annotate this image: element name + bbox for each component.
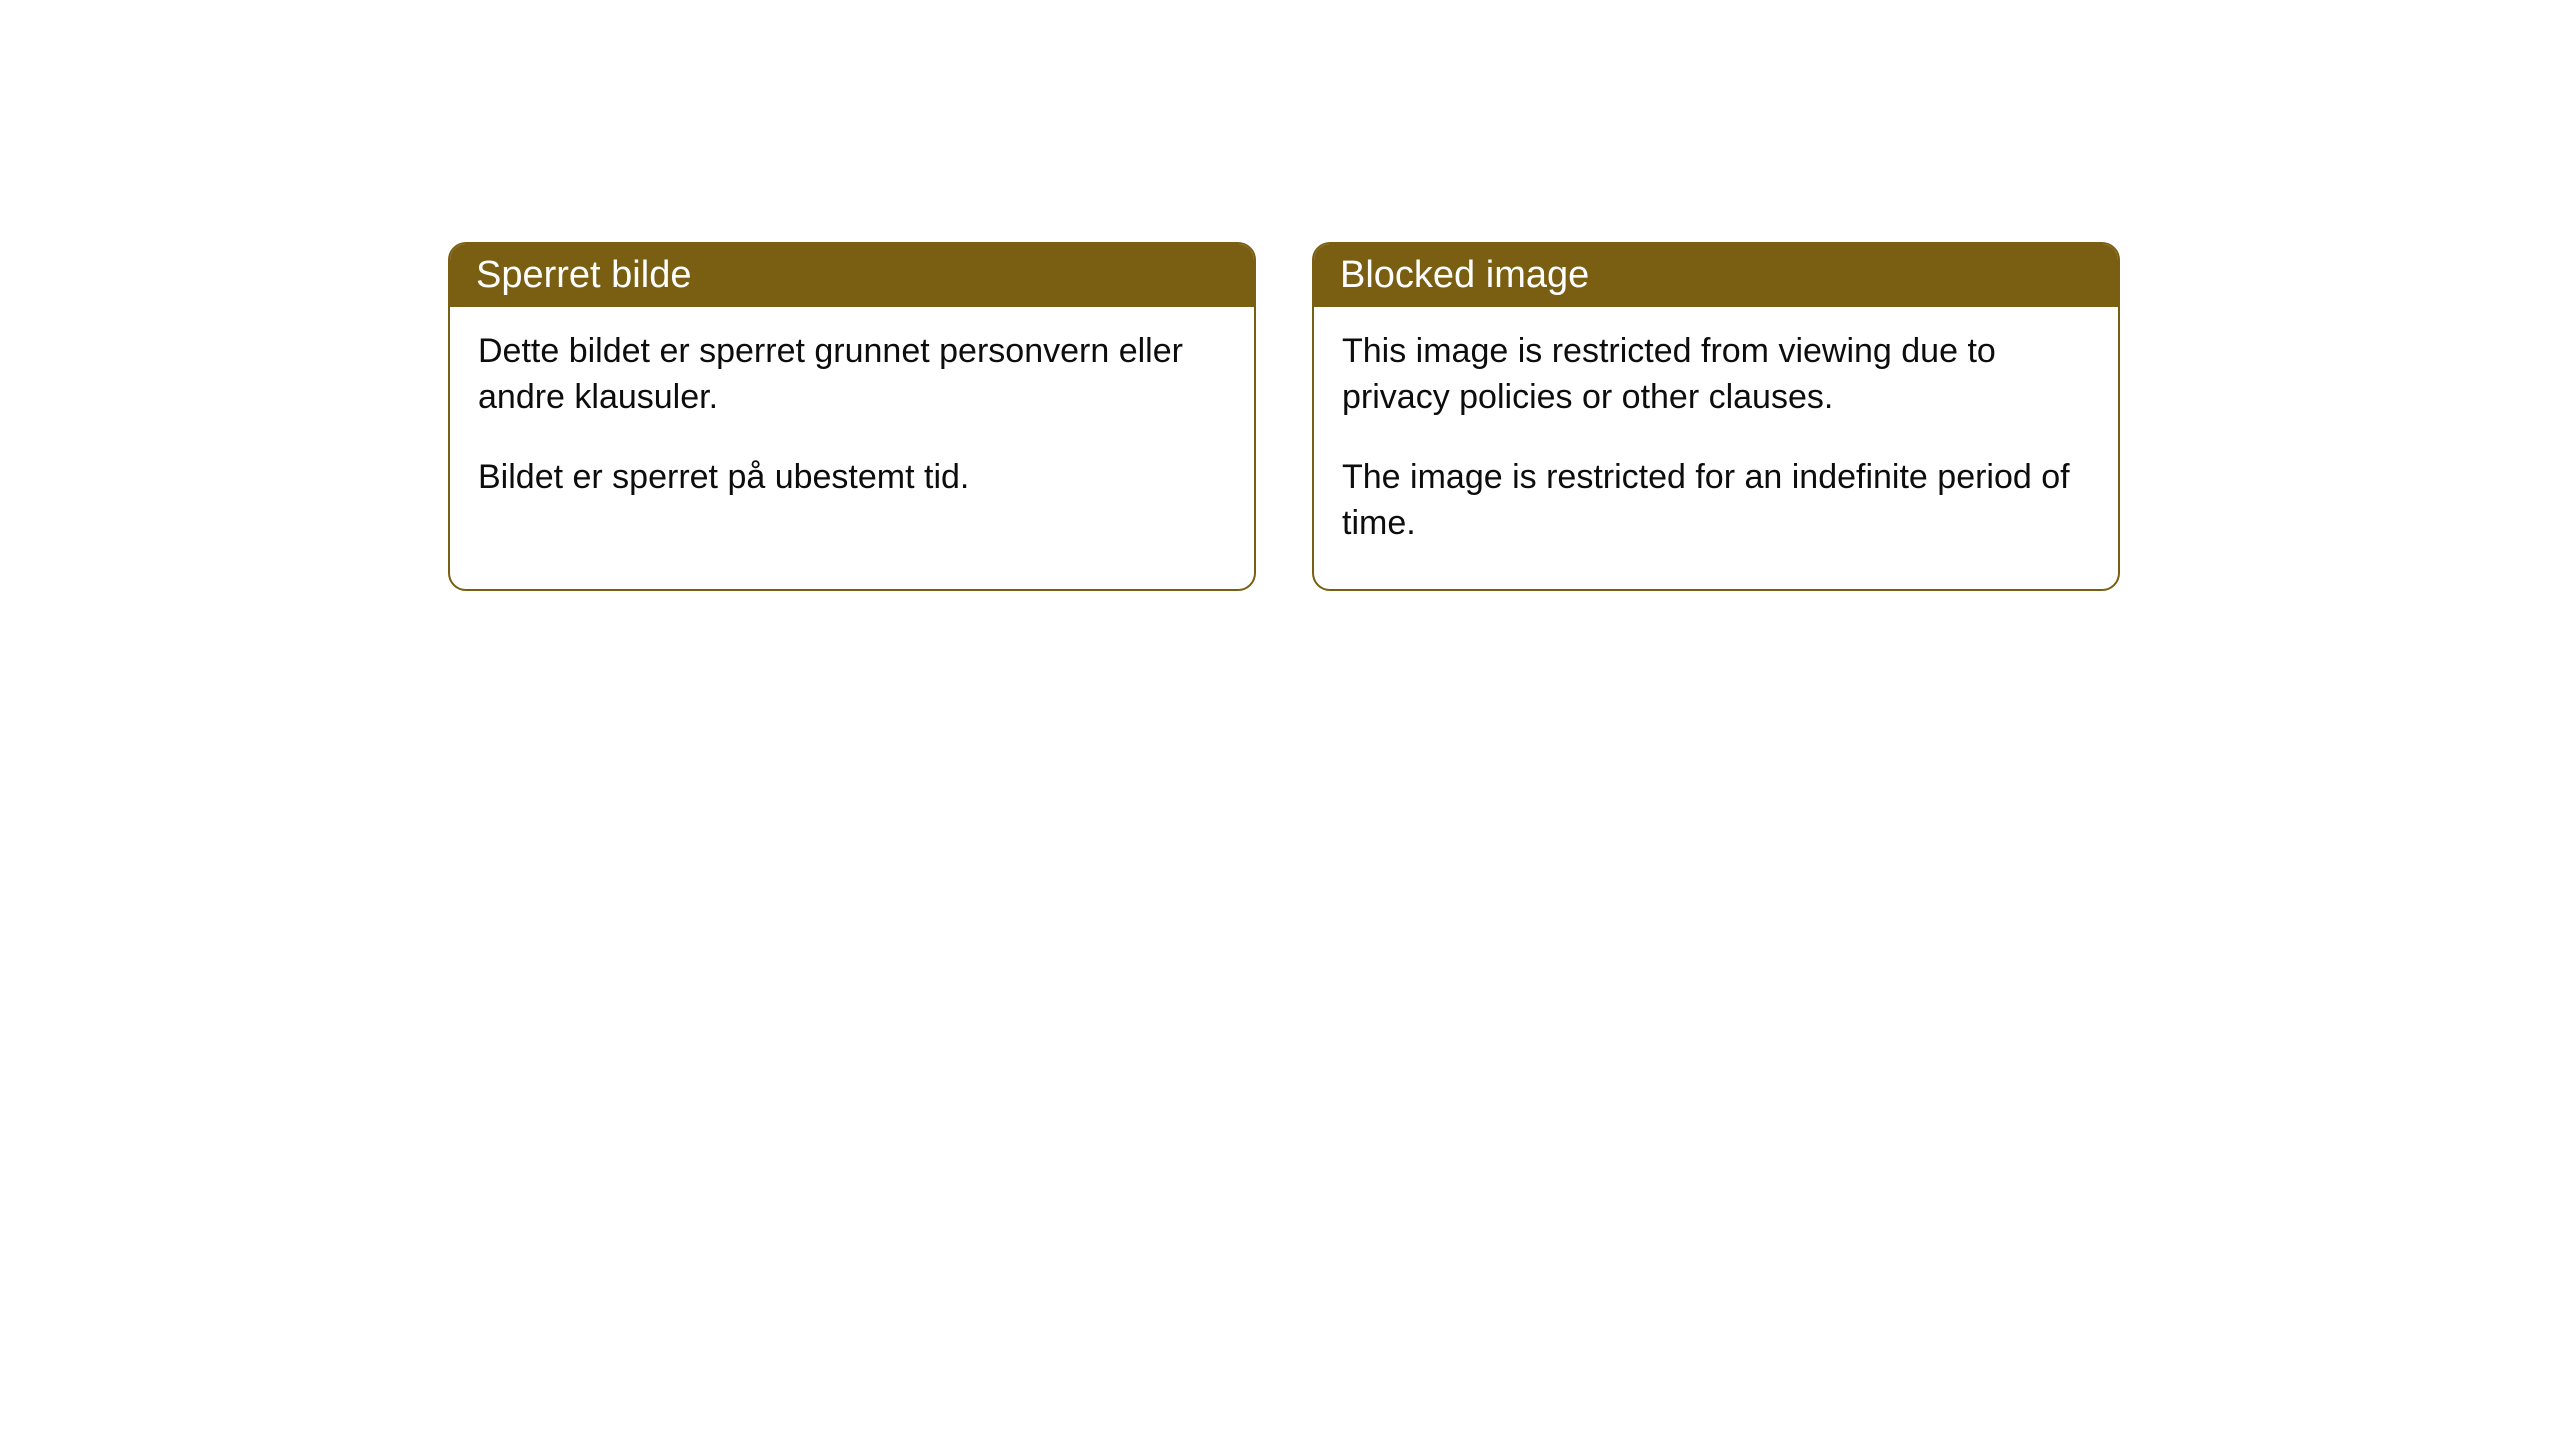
card-paragraph: The image is restricted for an indefinit… [1342, 455, 2090, 547]
blocked-image-cards-container: Sperret bilde Dette bildet er sperret gr… [448, 242, 2120, 591]
card-body-norwegian: Dette bildet er sperret grunnet personve… [450, 307, 1254, 543]
card-paragraph: Bildet er sperret på ubestemt tid. [478, 455, 1226, 501]
card-header-english: Blocked image [1314, 244, 2118, 307]
card-paragraph: This image is restricted from viewing du… [1342, 329, 2090, 421]
card-header-norwegian: Sperret bilde [450, 244, 1254, 307]
card-body-english: This image is restricted from viewing du… [1314, 307, 2118, 589]
blocked-image-card-english: Blocked image This image is restricted f… [1312, 242, 2120, 591]
card-paragraph: Dette bildet er sperret grunnet personve… [478, 329, 1226, 421]
blocked-image-card-norwegian: Sperret bilde Dette bildet er sperret gr… [448, 242, 1256, 591]
